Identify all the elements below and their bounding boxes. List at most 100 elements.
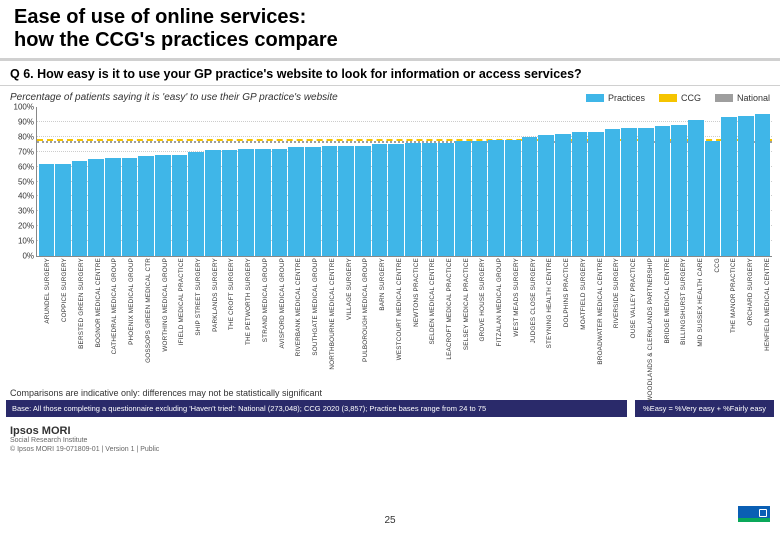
x-label: SELSEY MEDICAL PRACTICE	[454, 258, 471, 384]
ipsos-logo: Ipsos MORI Social Research Institute	[10, 425, 159, 444]
bar	[305, 147, 321, 256]
x-label: PARKLANDS SURGERY	[203, 258, 220, 384]
bar	[605, 129, 621, 256]
bar	[388, 144, 404, 256]
bar	[72, 161, 88, 256]
bar	[455, 141, 471, 256]
legend-ccg-label: CCG	[681, 93, 701, 103]
legend-national: National	[715, 93, 770, 103]
x-label: WORTHING MEDICAL GROUP	[153, 258, 170, 384]
bar	[122, 158, 138, 256]
x-label: NORTHBOURNE MEDICAL CENTRE	[320, 258, 337, 384]
copyright: © Ipsos MORI 19-071809-01 | Version 1 | …	[10, 446, 159, 453]
x-label: SOUTHGATE MEDICAL GROUP	[304, 258, 321, 384]
bar	[688, 120, 704, 256]
bar	[222, 150, 238, 256]
x-label: ARUNDEL SURGERY	[36, 258, 53, 384]
bars	[37, 107, 772, 256]
bar	[255, 149, 271, 256]
bar	[39, 164, 55, 256]
ipsos-sub: Social Research Institute	[10, 437, 159, 444]
x-label: MOATFIELD SURGERY	[572, 258, 589, 384]
base-row: Base: All those completing a questionnai…	[0, 400, 780, 417]
x-label: OUSE VALLEY PRACTICE	[622, 258, 639, 384]
bar	[172, 155, 188, 256]
x-label: BERSTED GREEN SURGERY	[69, 258, 86, 384]
x-label: COPPICE SURGERY	[53, 258, 70, 384]
base-text-left: Base: All those completing a questionnai…	[6, 400, 627, 417]
bar	[188, 152, 204, 256]
x-label: NEWTONS PRACTICE	[404, 258, 421, 384]
y-tick: 90%	[18, 117, 37, 126]
page-title: Ease of use of online services: how the …	[14, 6, 766, 52]
x-label: CCG	[705, 258, 722, 384]
bar	[671, 125, 687, 256]
legend: Practices CCG National	[586, 93, 770, 103]
legend-ccg: CCG	[659, 93, 701, 103]
swatch-ccg	[659, 94, 677, 102]
x-label: VILLAGE SURGERY	[337, 258, 354, 384]
bar	[522, 137, 538, 256]
title-block: Ease of use of online services: how the …	[0, 0, 780, 56]
x-label: WOODLANDS & CLERKLANDS PARTNERSHIP	[638, 258, 655, 384]
bar	[638, 128, 654, 256]
x-label: IFIELD MEDICAL PRACTICE	[170, 258, 187, 384]
bar	[338, 146, 354, 256]
question-text: Q 6. How easy is it to use your GP pract…	[10, 67, 770, 81]
bar	[205, 150, 221, 256]
bar	[472, 141, 488, 256]
question-row: Q 6. How easy is it to use your GP pract…	[0, 60, 780, 86]
page-number: 25	[384, 515, 395, 526]
nhs-logo	[738, 506, 770, 522]
x-label: SELDEN MEDICAL CENTRE	[421, 258, 438, 384]
x-axis-labels: ARUNDEL SURGERYCOPPICE SURGERYBERSTED GR…	[36, 258, 772, 384]
x-label: DOLPHINS PRACTICE	[555, 258, 572, 384]
bar	[555, 134, 571, 256]
bar	[588, 132, 604, 256]
x-label: RIVERSIDE SURGERY	[605, 258, 622, 384]
bar	[372, 144, 388, 256]
bar	[355, 146, 371, 256]
x-label: STEYNING HEALTH CENTRE	[538, 258, 555, 384]
y-tick: 70%	[18, 147, 37, 156]
x-label: JUDGES CLOSE SURGERY	[521, 258, 538, 384]
bar	[705, 141, 721, 256]
x-label: THE CROFT SURGERY	[220, 258, 237, 384]
x-label: BROADWATER MEDICAL CENTRE	[588, 258, 605, 384]
subtitle-row: Percentage of patients saying it is 'eas…	[0, 86, 780, 105]
y-tick: 0%	[22, 252, 37, 261]
bar	[438, 143, 454, 256]
x-label: GOSSOPS GREEN MEDICAL CTR	[136, 258, 153, 384]
x-label: BOGNOR MEDICAL CENTRE	[86, 258, 103, 384]
bar	[738, 116, 754, 256]
x-label: MID SUSSEX HEALTH CARE	[689, 258, 706, 384]
bar	[655, 126, 671, 256]
x-label: SHIP STREET SURGERY	[187, 258, 204, 384]
bar	[272, 149, 288, 256]
swatch-practices	[586, 94, 604, 102]
x-label: AVISFORD MEDICAL GROUP	[270, 258, 287, 384]
x-label: WEST MEADS SURGERY	[505, 258, 522, 384]
y-tick: 10%	[18, 237, 37, 246]
bar	[55, 164, 71, 256]
bar	[238, 149, 254, 256]
legend-practices: Practices	[586, 93, 645, 103]
x-label: BRIDGE MEDICAL CENTRE	[655, 258, 672, 384]
bar	[755, 114, 771, 256]
x-label: HENFIELD MEDICAL CENTRE	[756, 258, 773, 384]
bar	[538, 135, 554, 256]
x-label: PHOENIX MEDICAL GROUP	[120, 258, 137, 384]
x-label: RIVERBANK MEDICAL CENTRE	[287, 258, 304, 384]
bar	[88, 159, 104, 256]
chart: 0%10%20%30%40%50%60%70%80%90%100%	[36, 107, 772, 257]
legend-national-label: National	[737, 93, 770, 103]
y-tick: 80%	[18, 132, 37, 141]
bar	[105, 158, 121, 256]
subtitle-text: Percentage of patients saying it is 'eas…	[10, 92, 586, 103]
x-label: CATHEDRAL MEDICAL GROUP	[103, 258, 120, 384]
legend-practices-label: Practices	[608, 93, 645, 103]
swatch-national	[715, 94, 733, 102]
bar	[572, 132, 588, 256]
bar	[138, 156, 154, 256]
x-label: FITZALAN MEDICAL GROUP	[488, 258, 505, 384]
